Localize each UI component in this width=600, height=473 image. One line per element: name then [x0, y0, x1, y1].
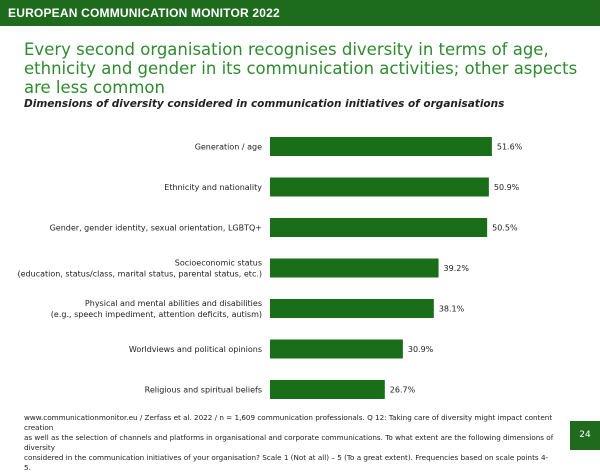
category-label: Gender, gender identity, sexual orientat…	[50, 224, 262, 233]
headline: Every second organisation recognises div…	[24, 40, 578, 97]
footnote-line: as well as the selection of channels and…	[24, 433, 554, 452]
data-label: 30.9%	[408, 345, 434, 354]
header-title: EUROPEAN COMMUNICATION MONITOR 2022	[8, 6, 280, 20]
category-label: Religious and spiritual beliefs	[145, 386, 262, 395]
footnote: www.communicationmonitor.eu / Zerfass et…	[24, 413, 554, 473]
bar	[270, 380, 385, 399]
bar	[270, 137, 492, 156]
data-label: 50.5%	[492, 224, 518, 233]
chart-title: Dimensions of diversity considered in co…	[24, 98, 505, 110]
category-label: Socioeconomic status	[175, 259, 262, 268]
page-number-box: 24	[570, 421, 600, 450]
header-bar: EUROPEAN COMMUNICATION MONITOR 2022	[0, 0, 600, 26]
data-label: 51.6%	[497, 143, 523, 152]
category-label: (e.g., speech impediment, attention defi…	[51, 310, 262, 319]
bar	[270, 339, 403, 359]
bar	[270, 177, 489, 197]
footnote-line: considered in the communication initiati…	[24, 453, 549, 472]
bar	[270, 299, 434, 318]
category-label: (education, status/class, marital status…	[18, 270, 262, 279]
footnote-line: www.communicationmonitor.eu / Zerfass et…	[24, 413, 553, 432]
bar	[270, 218, 488, 237]
data-label: 38.1%	[439, 305, 465, 314]
category-label: Ethnicity and nationality	[164, 183, 262, 192]
bar	[270, 258, 439, 278]
bar-chart: 51.6% Generation / age 50.9% Ethnicity and …	[18, 137, 523, 399]
category-label: Generation / age	[195, 143, 262, 152]
data-label: 26.7%	[390, 386, 416, 395]
data-label: 39.2%	[444, 264, 470, 273]
page-number: 24	[579, 430, 591, 440]
data-label: 50.9%	[494, 183, 520, 192]
category-label: Worldviews and political opinions	[129, 345, 262, 354]
category-label: Physical and mental abilities and disabi…	[85, 299, 262, 308]
